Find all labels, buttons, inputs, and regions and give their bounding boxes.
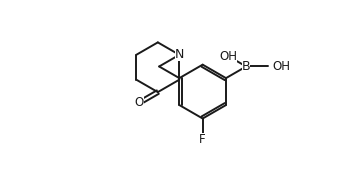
- Text: OH: OH: [272, 60, 290, 73]
- Text: N: N: [175, 48, 184, 61]
- Text: B: B: [242, 60, 250, 73]
- Text: O: O: [134, 96, 144, 109]
- Text: F: F: [199, 133, 206, 146]
- Text: OH: OH: [219, 50, 237, 63]
